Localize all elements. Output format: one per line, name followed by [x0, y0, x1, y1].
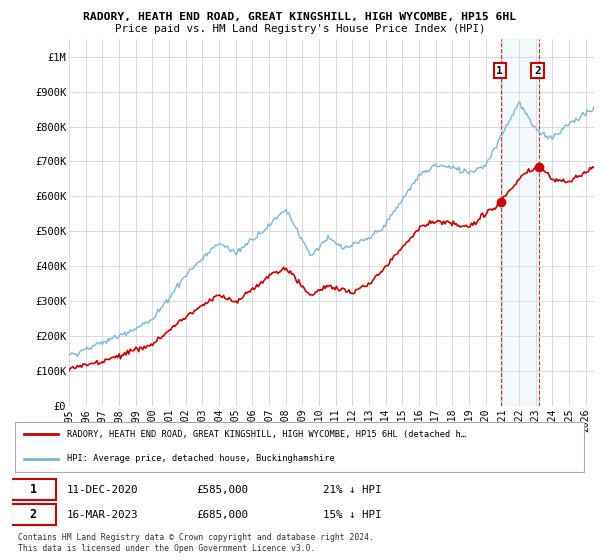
Text: 21% ↓ HPI: 21% ↓ HPI — [323, 485, 382, 495]
Text: 1: 1 — [496, 66, 503, 76]
Text: 1: 1 — [30, 483, 37, 496]
FancyBboxPatch shape — [11, 479, 56, 501]
Text: 16-MAR-2023: 16-MAR-2023 — [67, 510, 138, 520]
FancyBboxPatch shape — [15, 422, 584, 472]
Text: £585,000: £585,000 — [196, 485, 248, 495]
Text: HPI: Average price, detached house, Buckinghamshire: HPI: Average price, detached house, Buck… — [67, 454, 334, 463]
FancyBboxPatch shape — [11, 504, 56, 525]
Text: 15% ↓ HPI: 15% ↓ HPI — [323, 510, 382, 520]
Text: RADORY, HEATH END ROAD, GREAT KINGSHILL, HIGH WYCOMBE, HP15 6HL (detached h…: RADORY, HEATH END ROAD, GREAT KINGSHILL,… — [67, 430, 466, 439]
Text: 2: 2 — [534, 66, 541, 76]
Text: £685,000: £685,000 — [196, 510, 248, 520]
Text: Price paid vs. HM Land Registry's House Price Index (HPI): Price paid vs. HM Land Registry's House … — [115, 24, 485, 34]
Text: 11-DEC-2020: 11-DEC-2020 — [67, 485, 138, 495]
Bar — [502, 39, 539, 406]
Text: RADORY, HEATH END ROAD, GREAT KINGSHILL, HIGH WYCOMBE, HP15 6HL: RADORY, HEATH END ROAD, GREAT KINGSHILL,… — [83, 12, 517, 22]
Text: Contains HM Land Registry data © Crown copyright and database right 2024.
This d: Contains HM Land Registry data © Crown c… — [18, 533, 374, 553]
Text: 2: 2 — [30, 508, 37, 521]
